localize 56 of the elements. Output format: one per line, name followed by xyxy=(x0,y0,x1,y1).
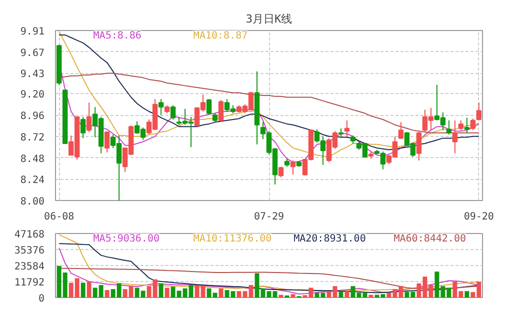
bar xyxy=(290,294,296,298)
text: MA10:8.87 xyxy=(193,30,248,42)
y-tick-label: 8.72 xyxy=(20,132,45,144)
y-tick-label: 47168 xyxy=(14,230,45,240)
candlestick xyxy=(470,118,476,131)
chart-title: 3月日K线 xyxy=(246,12,292,26)
text: MA20:8931.00 xyxy=(294,234,366,244)
candlestick xyxy=(218,99,224,122)
bar xyxy=(344,291,350,298)
text: MA5:8.86 xyxy=(93,30,142,42)
y-tick-label: 9.43 xyxy=(20,69,45,80)
y-tick-label: 8.96 xyxy=(20,111,45,122)
bar xyxy=(80,282,86,298)
bar xyxy=(338,291,344,298)
text: MA5:9036.00 xyxy=(93,234,160,244)
candlestick xyxy=(104,131,110,153)
y-tick-label: 35376 xyxy=(14,246,45,256)
bar xyxy=(464,291,470,298)
bar xyxy=(158,283,164,298)
candlestick xyxy=(170,104,176,120)
y-tick-label: 8.48 xyxy=(20,154,45,165)
bar xyxy=(368,294,374,298)
bar xyxy=(104,290,110,298)
candlestick xyxy=(158,98,164,116)
bar xyxy=(164,288,170,298)
candlestick xyxy=(464,117,470,134)
line-series xyxy=(58,234,480,292)
candlestick xyxy=(416,131,422,161)
y-tick-label: 9.91 xyxy=(20,26,45,38)
text: MA60:8442.00 xyxy=(394,234,466,244)
candlestick xyxy=(278,166,284,178)
candlestick xyxy=(476,102,482,121)
candlestick xyxy=(80,116,86,139)
candlestick xyxy=(206,98,212,116)
candlestick xyxy=(446,120,452,136)
candlestick xyxy=(86,102,92,132)
text: MA10:11376.00 xyxy=(193,234,272,244)
line-series xyxy=(58,268,480,289)
bar xyxy=(278,294,284,298)
y-tick-label: 0 xyxy=(38,294,45,304)
x-tick-label: 06-08 xyxy=(44,212,74,222)
x-tick-label: 07-29 xyxy=(254,212,284,222)
y-tick-label: 23584 xyxy=(14,262,45,272)
y-tick-label: 9.20 xyxy=(20,90,45,101)
candlestick xyxy=(398,122,404,140)
bar xyxy=(218,288,224,298)
candlestick xyxy=(344,120,350,137)
y-tick-label: 9.67 xyxy=(20,48,45,59)
x-tick-label: 09-20 xyxy=(464,212,494,222)
y-tick-label: 11792 xyxy=(14,278,45,288)
y-tick-label: 8.24 xyxy=(20,175,45,186)
candlestick xyxy=(452,120,458,154)
bar xyxy=(86,282,92,298)
candlestick xyxy=(458,120,464,131)
candlestick xyxy=(290,160,296,176)
y-tick-label: 8.00 xyxy=(20,196,45,208)
